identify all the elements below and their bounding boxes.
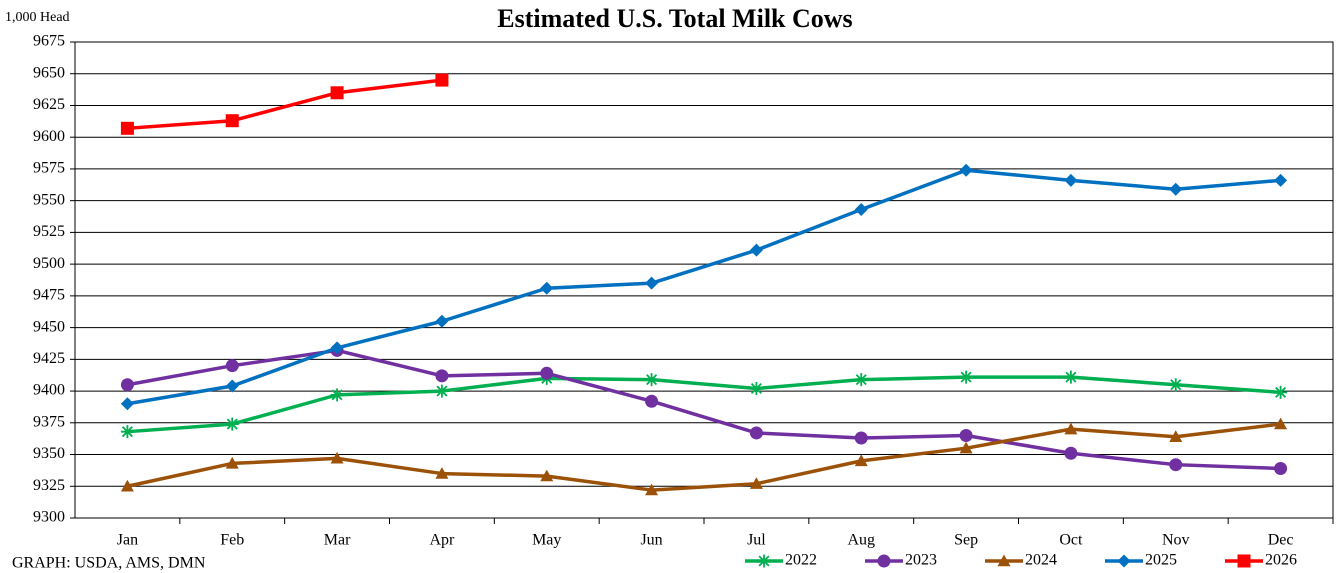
x-tick-label: Jun [640,532,662,549]
data-point [435,314,449,328]
data-point [330,86,344,100]
data-point [435,369,449,383]
x-tick-label: Sep [954,532,978,549]
data-point [1064,446,1078,460]
data-point [854,203,868,217]
data-point [854,431,868,445]
x-tick-label: Aug [847,532,875,549]
y-tick-label: 9450 [33,318,65,335]
x-tick-label: Jul [747,532,766,549]
data-point [330,341,344,355]
data-point [540,366,554,380]
data-point [959,370,973,384]
series-line [127,168,1281,406]
y-tick-label: 9550 [33,191,65,208]
data-point [645,483,659,496]
y-tick-label: 9325 [33,477,65,494]
data-point [1169,430,1183,442]
legend-label: 2025 [1145,552,1177,569]
data-point [225,456,239,469]
data-point [225,379,239,393]
series-line [127,348,1281,471]
series-line [127,375,1281,434]
x-tick-label: Mar [324,532,351,549]
legend-label: 2022 [785,552,817,569]
data-point [959,163,973,177]
y-tick-label: 9675 [33,33,65,50]
legend-marker [1237,554,1251,568]
chart-title: Estimated U.S. Total Milk Cows [497,4,852,33]
legend-marker [1117,554,1131,568]
legend-label: 2024 [1025,552,1057,569]
data-point [749,426,763,440]
y-tick-label: 9575 [33,160,65,177]
source-note: GRAPH: USDA, AMS, DMN [12,555,206,572]
data-point [749,382,763,396]
data-point [540,469,554,482]
series-line [127,78,443,131]
y-tick-label: 9650 [33,64,65,81]
data-point [854,373,868,387]
x-tick-label: Dec [1268,532,1294,549]
series-line [127,422,1281,492]
data-point [225,359,239,373]
x-tick-label: May [532,532,561,549]
y-axis-unit: 1,000 Head [5,10,70,25]
data-point [225,417,239,431]
data-point [749,477,763,489]
data-point [1169,378,1183,392]
data-point [540,281,554,295]
y-tick-label: 9500 [33,255,65,272]
data-point [1274,461,1288,475]
data-point [435,384,449,398]
y-tick-label: 9425 [33,350,65,367]
data-point [645,276,659,290]
data-point [435,73,449,87]
data-point [959,441,973,454]
data-point [1064,422,1078,435]
data-point [120,479,134,492]
data-point [120,121,134,135]
data-point [1169,182,1183,196]
data-point [330,388,344,402]
data-point [645,394,659,408]
data-point [959,428,973,442]
x-tick-label: Jan [117,532,138,549]
data-point [120,425,134,439]
data-point [854,454,868,467]
data-point [1169,458,1183,472]
legend-marker [757,554,771,568]
data-point [120,378,134,392]
x-tick-label: Nov [1162,532,1190,549]
y-tick-label: 9350 [33,445,65,462]
y-tick-label: 9375 [33,413,65,430]
y-tick-label: 9475 [33,287,65,304]
legend-label: 2023 [905,552,937,569]
y-tick-label: 9300 [33,509,65,526]
data-point [1274,173,1288,187]
x-tick-label: Feb [220,532,244,549]
data-point [330,451,344,464]
data-point [1274,385,1288,399]
y-tick-label: 9400 [33,382,65,399]
x-tick-label: Apr [429,532,455,549]
data-point [645,373,659,387]
data-point [1064,173,1078,187]
y-tick-label: 9625 [33,96,65,113]
data-point [1274,417,1288,430]
data-point [749,243,763,257]
y-tick-label: 9600 [33,128,65,145]
y-tick-label: 9525 [33,223,65,240]
data-point [435,467,449,479]
data-point [120,397,134,411]
legend-marker [997,554,1011,567]
legend-label: 2026 [1265,552,1297,569]
x-tick-label: Oct [1059,532,1083,549]
legend-marker [877,554,891,568]
data-point [225,114,239,128]
data-point [1064,370,1078,384]
